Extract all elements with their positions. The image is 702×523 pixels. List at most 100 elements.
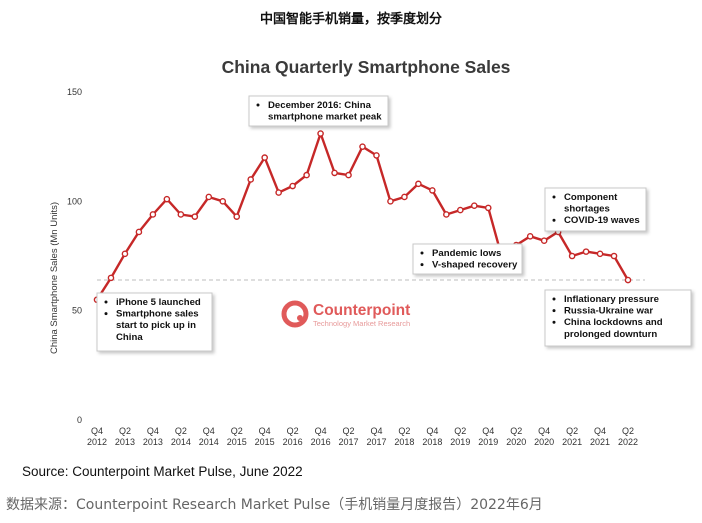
x-tick-quarter: Q2 <box>287 426 299 436</box>
data-point <box>401 193 408 201</box>
bullet-icon <box>420 251 424 255</box>
counterpoint-logo: Counterpoint Technology Market Research <box>281 300 410 328</box>
x-tick-quarter: Q4 <box>91 426 103 436</box>
x-tick-quarter: Q4 <box>594 426 606 436</box>
data-point <box>624 276 632 284</box>
bullet-icon <box>552 320 556 324</box>
data-point <box>219 198 227 205</box>
line-chart: China Quarterly Smartphone Sales China S… <box>49 57 692 447</box>
x-tick-quarter: Q2 <box>622 426 634 436</box>
x-tick-quarter: Q2 <box>119 426 131 436</box>
y-tick-label: 0 <box>77 415 82 425</box>
x-axis-ticks: Q42012Q22013Q42013Q22014Q42014Q22015Q420… <box>87 426 638 447</box>
x-tick-year: 2016 <box>311 437 331 447</box>
y-tick-label: 100 <box>67 196 82 206</box>
bullet-icon <box>552 297 556 301</box>
data-point <box>470 202 478 210</box>
x-tick-year: 2018 <box>394 437 414 447</box>
data-point <box>610 252 618 260</box>
x-tick-year: 2017 <box>366 437 386 447</box>
bullet-icon <box>552 218 556 222</box>
data-point <box>484 204 492 212</box>
x-tick-quarter: Q2 <box>343 426 355 436</box>
page-header-title: 中国智能手机销量，按季度划分 <box>259 12 442 27</box>
x-tick-year: 2022 <box>618 437 638 447</box>
y-axis-label: China Smartphone Sales (Mn Units) <box>49 202 60 354</box>
annotation-text: China <box>116 332 143 343</box>
x-tick-quarter: Q4 <box>147 426 159 436</box>
annotation-text: start to pick up in <box>116 320 196 331</box>
x-tick-year: 2013 <box>143 437 163 447</box>
data-point <box>568 252 576 260</box>
data-point <box>289 182 296 190</box>
data-point <box>303 171 310 179</box>
annotation-text: shortages <box>564 204 610 215</box>
x-tick-year: 2012 <box>87 437 107 447</box>
data-point <box>261 154 268 161</box>
annotation-text: iPhone 5 launched <box>116 297 201 308</box>
annotation-text: Russia-Ukraine war <box>564 306 653 317</box>
y-tick-label: 150 <box>67 87 82 97</box>
bullet-icon <box>552 309 556 313</box>
x-tick-quarter: Q2 <box>231 426 243 436</box>
data-point <box>443 211 450 218</box>
data-point <box>135 228 143 236</box>
annotation-box <box>544 289 692 347</box>
x-tick-quarter: Q2 <box>175 426 187 436</box>
data-point <box>247 176 255 183</box>
annotation-text: Component <box>564 192 618 203</box>
y-axis-ticks: 0 50 100 150 <box>67 87 82 425</box>
annotation-text: smartphone market peak <box>268 112 382 123</box>
annotation-text: December 2016: China <box>268 100 372 111</box>
bullet-icon <box>256 103 260 107</box>
logo-tagline: Technology Market Research <box>313 319 410 328</box>
x-tick-year: 2016 <box>283 437 303 447</box>
x-tick-quarter: Q4 <box>315 426 327 436</box>
data-point <box>177 211 185 218</box>
logo-name: Counterpoint <box>313 302 410 319</box>
data-source-caption: 数据来源：Counterpoint Research Market Pulse（… <box>6 497 543 513</box>
annotation-text: COVID-19 waves <box>564 215 640 226</box>
bullet-icon <box>420 263 424 267</box>
data-point <box>317 130 324 137</box>
data-point <box>359 143 366 150</box>
chart-title: China Quarterly Smartphone Sales <box>222 57 511 77</box>
bullet-icon <box>104 312 108 316</box>
annotation-box <box>544 187 647 232</box>
data-point <box>345 171 352 179</box>
x-tick-year: 2020 <box>506 437 526 447</box>
x-tick-quarter: Q4 <box>370 426 382 436</box>
x-tick-quarter: Q4 <box>482 426 494 436</box>
annotation-text: Pandemic lows <box>432 248 501 259</box>
data-points <box>93 130 632 304</box>
data-point <box>596 250 604 258</box>
x-tick-quarter: Q4 <box>538 426 550 436</box>
annotation-box <box>412 243 523 275</box>
data-point <box>163 195 171 203</box>
data-point <box>121 250 129 258</box>
x-tick-quarter: Q4 <box>259 426 271 436</box>
annotation-box <box>248 95 389 127</box>
data-point <box>429 187 436 194</box>
logo-dot-icon <box>297 315 303 321</box>
bullet-icon <box>552 195 556 199</box>
annotation-text: China lockdowns and <box>564 317 663 328</box>
x-tick-year: 2020 <box>534 437 554 447</box>
x-tick-year: 2019 <box>478 437 498 447</box>
data-point <box>540 237 548 244</box>
data-point <box>205 193 213 201</box>
annotation-text: Smartphone sales <box>116 309 199 320</box>
x-tick-year: 2014 <box>171 437 191 447</box>
annotation-text: prolonged downturn <box>564 329 657 340</box>
x-tick-year: 2013 <box>115 437 135 447</box>
data-point <box>526 233 534 240</box>
y-tick-label: 50 <box>72 306 82 316</box>
data-point <box>149 211 157 218</box>
annotation-box <box>96 292 213 352</box>
data-point <box>373 152 380 159</box>
x-tick-quarter: Q2 <box>510 426 522 436</box>
